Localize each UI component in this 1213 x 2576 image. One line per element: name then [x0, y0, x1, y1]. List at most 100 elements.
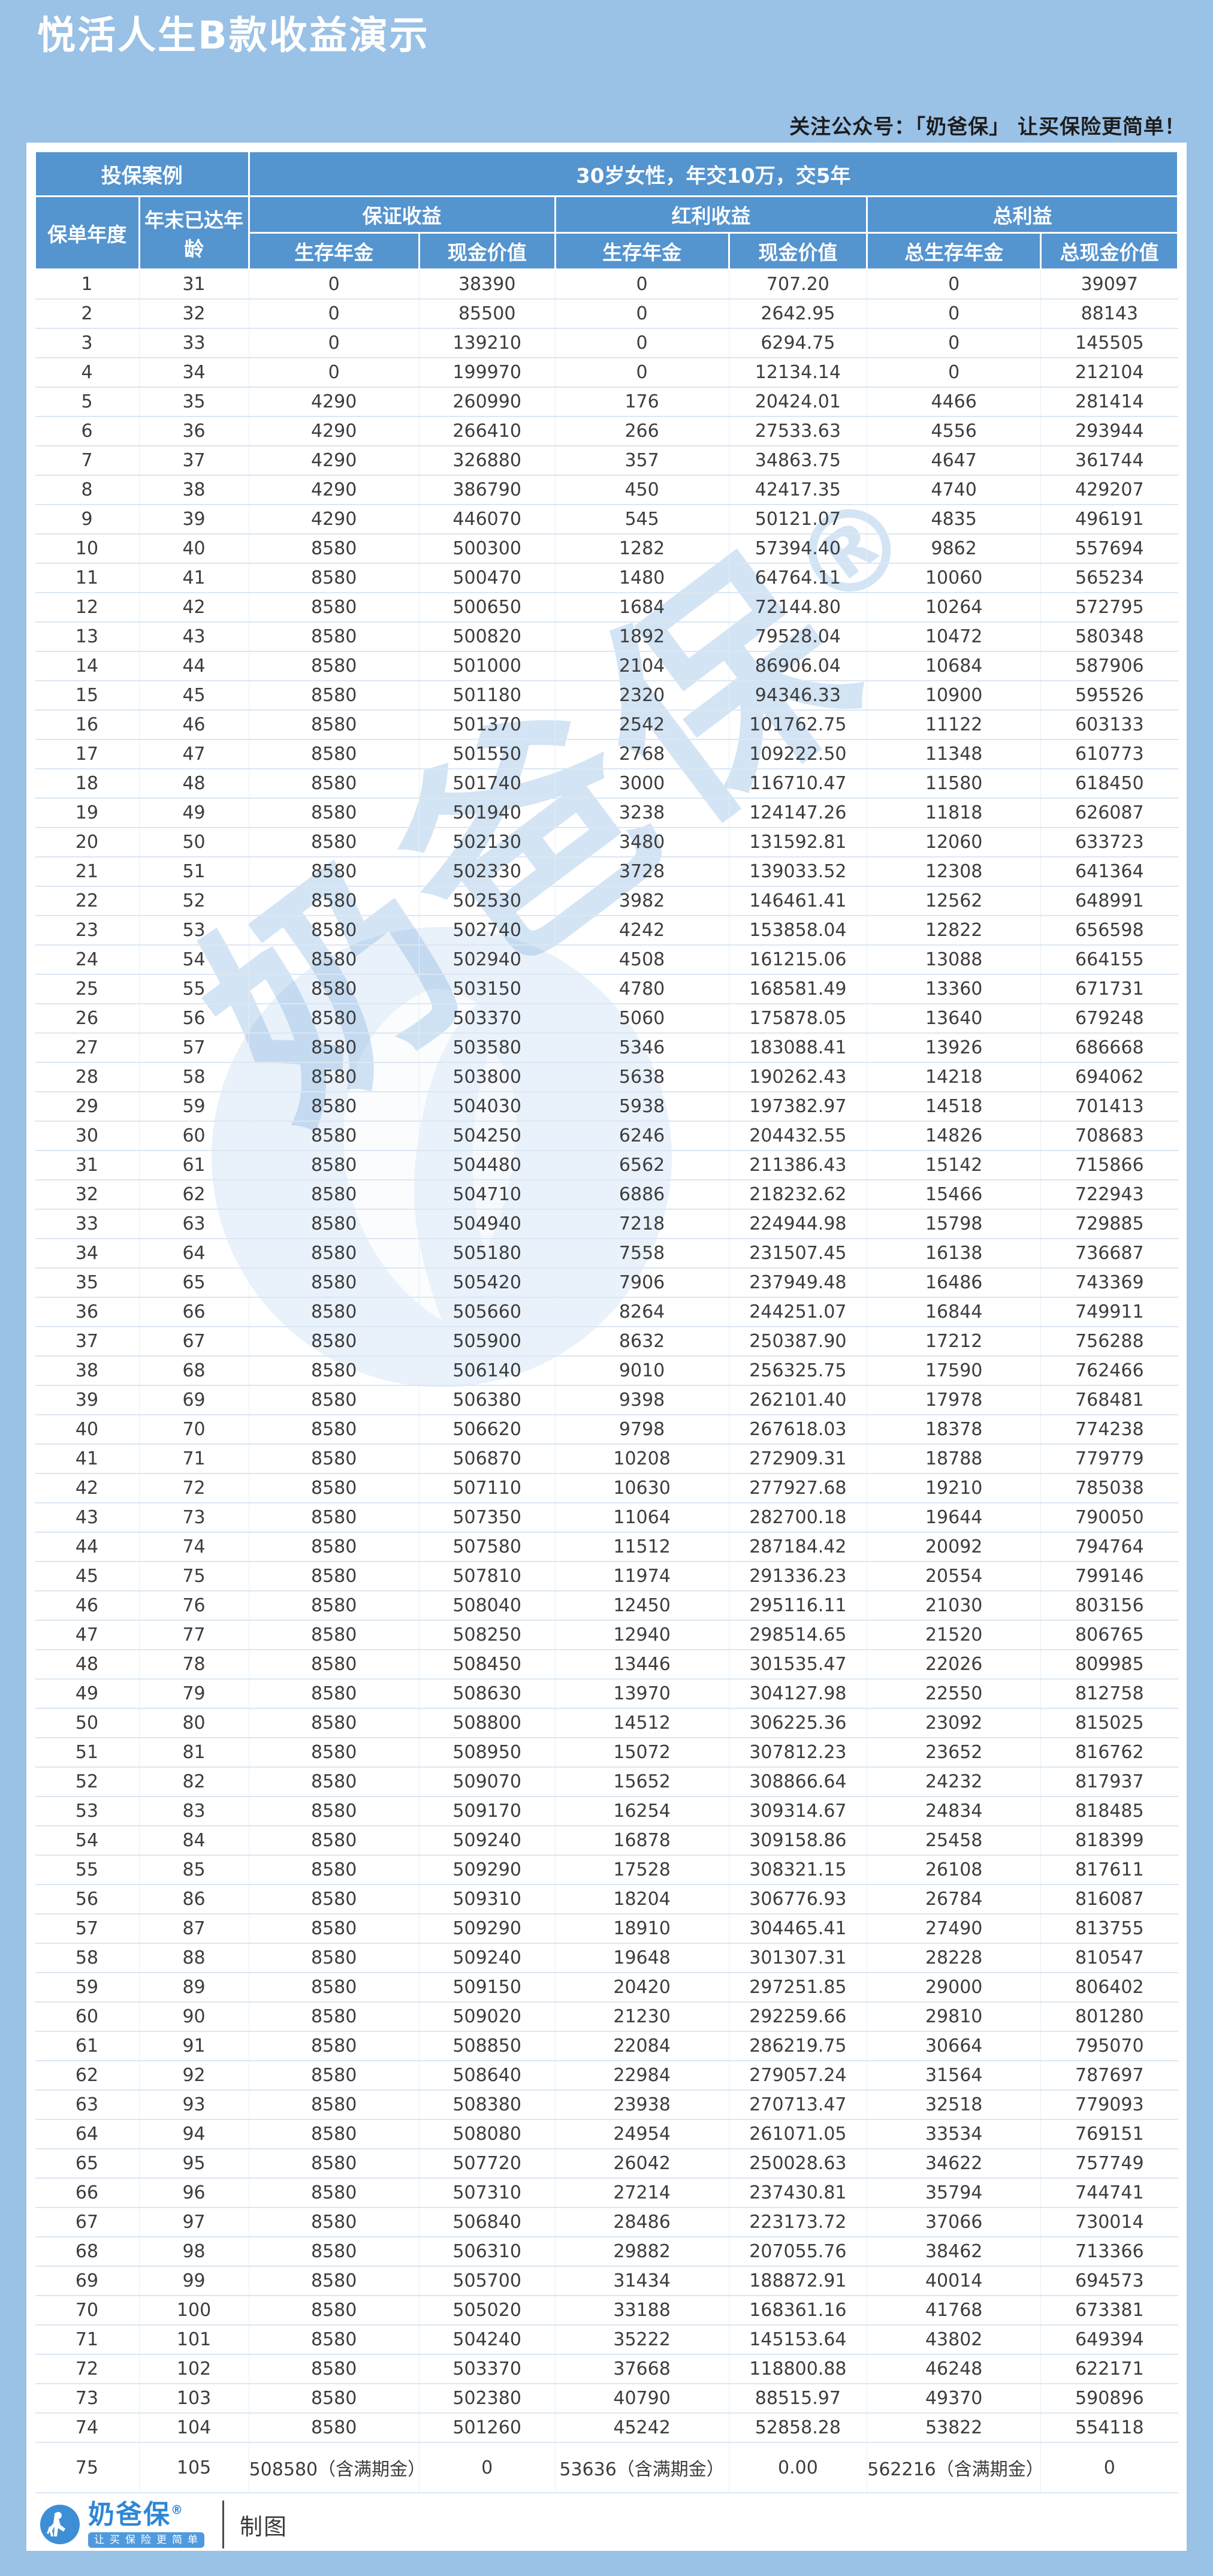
table-cell: 818485: [1040, 1796, 1178, 1826]
table-cell: 13: [35, 622, 140, 652]
table-cell: 23: [35, 916, 140, 946]
table-cell: 301535.47: [728, 1650, 868, 1680]
table-cell: 207055.76: [728, 2237, 868, 2267]
table-row: 46 76 8580 508040 12450 295116.11 21030 803156: [35, 1591, 1178, 1621]
table-body: 1 31 0 38390 0 707.20 0 39097 2 32 0 85500 0 2642.95 0…: [35, 269, 1178, 2493]
table-cell: 8580: [248, 1268, 420, 1298]
table-cell: 508850: [418, 2031, 556, 2061]
table-cell: 12134.14: [728, 358, 868, 388]
table-cell: 8580: [248, 2237, 420, 2267]
table-cell: 769151: [1040, 2119, 1178, 2149]
table-cell: 11348: [867, 739, 1042, 769]
table-row: 72 102 8580 503370 37668 118800.88 46248 622171: [35, 2354, 1178, 2384]
table-cell: 29882: [554, 2237, 729, 2267]
table-row: 61 91 8580 508850 22084 286219.75 30664 795070: [35, 2031, 1178, 2061]
table-cell: 450: [554, 475, 729, 505]
table-cell: 30664: [867, 2031, 1042, 2061]
table-cell: 33: [138, 328, 249, 358]
table-cell: 590896: [1040, 2384, 1178, 2414]
table-row: 1 31 0 38390 0 707.20 0 39097: [35, 269, 1178, 300]
table-cell: 803156: [1040, 1591, 1178, 1621]
table-cell: 4740: [867, 475, 1042, 505]
table-cell: 8580: [248, 1150, 420, 1180]
table-cell: 501180: [418, 681, 556, 711]
table-cell: 27490: [867, 1914, 1042, 1944]
table-cell: 0: [867, 358, 1042, 388]
table-cell: 250387.90: [728, 1327, 868, 1357]
table-cell: 8580: [248, 1591, 420, 1621]
table-row: 35 65 8580 505420 7906 237949.48 16486 743369: [35, 1268, 1178, 1298]
table-cell: 326880: [418, 446, 556, 476]
table-cell: 15466: [867, 1180, 1042, 1210]
table-row: 33 63 8580 504940 7218 224944.98 15798 729885: [35, 1209, 1178, 1239]
table-cell: 504240: [418, 2325, 556, 2355]
table-cell: 10684: [867, 651, 1042, 681]
table-cell: 13446: [554, 1650, 729, 1680]
table-cell: 57394.40: [728, 534, 868, 564]
table-cell: 52858.28: [728, 2413, 868, 2443]
table-cell: 8264: [554, 1297, 729, 1327]
table-cell: 82: [138, 1767, 249, 1797]
table-cell: 730014: [1040, 2207, 1178, 2237]
table-cell: 16844: [867, 1297, 1042, 1327]
table-cell: 3000: [554, 769, 729, 799]
table-cell: 18204: [554, 1885, 729, 1914]
table-cell: 38: [138, 475, 249, 505]
table-cell: 57: [138, 1033, 249, 1063]
table-cell: 98: [138, 2237, 249, 2267]
table-cell: 10472: [867, 622, 1042, 652]
table-cell: 261071.05: [728, 2119, 868, 2149]
table-cell: 4508: [554, 945, 729, 975]
table-row: 17 47 8580 501550 2768 109222.50 11348 610773: [35, 739, 1178, 769]
table-cell: 35222: [554, 2325, 729, 2355]
table-cell: 37: [35, 1327, 140, 1357]
table-cell: 554118: [1040, 2413, 1178, 2443]
benefit-table: 投保案例 30岁女性，年交10万，交5年 保单年度 年末已达年龄 保证收益 红利…: [34, 150, 1179, 2493]
table-cell: 75: [35, 2442, 140, 2493]
table-cell: 29810: [867, 2002, 1042, 2032]
table-cell: 6: [35, 416, 140, 446]
table-cell: 53: [138, 916, 249, 946]
table-cell: 496191: [1040, 505, 1178, 534]
table-cell: 41: [138, 563, 249, 593]
table-cell: 507720: [418, 2149, 556, 2179]
table-cell: 27214: [554, 2178, 729, 2208]
table-cell: 0: [867, 299, 1042, 329]
table-cell: 17212: [867, 1327, 1042, 1357]
table-cell: 508380: [418, 2090, 556, 2120]
table-cell: 503370: [418, 1004, 556, 1034]
table-cell: 5938: [554, 1092, 729, 1122]
table-cell: 361744: [1040, 446, 1178, 476]
table-cell: 4290: [248, 505, 420, 534]
table-cell: 8580: [248, 1738, 420, 1768]
table-row: 49 79 8580 508630 13970 304127.98 22550 812758: [35, 1679, 1178, 1709]
table-cell: 26: [35, 1004, 140, 1034]
table-cell: 24: [35, 945, 140, 975]
col-dividend-cash: 现金价值: [728, 232, 868, 270]
table-cell: 817611: [1040, 1855, 1178, 1885]
table-cell: 25: [35, 974, 140, 1004]
table-cell: 8580: [248, 1385, 420, 1415]
group-guaranteed: 保证收益: [248, 195, 556, 234]
table-cell: 81: [138, 1738, 249, 1768]
table-cell: 20: [35, 828, 140, 857]
table-cell: 41768: [867, 2296, 1042, 2326]
table-cell: 211386.43: [728, 1150, 868, 1180]
table-cell: 8580: [248, 1033, 420, 1063]
table-row: 69 99 8580 505700 31434 188872.91 40014 694573: [35, 2266, 1178, 2296]
table-cell: 722943: [1040, 1180, 1178, 1210]
table-cell: 11: [35, 563, 140, 593]
table-cell: 55: [35, 1855, 140, 1885]
table-row: 70 100 8580 505020 33188 168361.16 41768 673381: [35, 2296, 1178, 2326]
table-cell: 774238: [1040, 1415, 1178, 1445]
brand-tagline-badge: 让买保险更简单: [88, 2532, 204, 2548]
table-cell: 55: [138, 974, 249, 1004]
table-cell: 45: [138, 681, 249, 711]
table-cell: 281414: [1040, 387, 1178, 417]
table-row: 7 37 4290 326880 357 34863.75 4647 361744: [35, 446, 1178, 476]
table-cell: 0: [554, 358, 729, 388]
table-cell: 3238: [554, 798, 729, 828]
table-cell: 10208: [554, 1444, 729, 1474]
table-cell: 8580: [248, 1532, 420, 1562]
table-cell: 8580: [248, 1356, 420, 1386]
